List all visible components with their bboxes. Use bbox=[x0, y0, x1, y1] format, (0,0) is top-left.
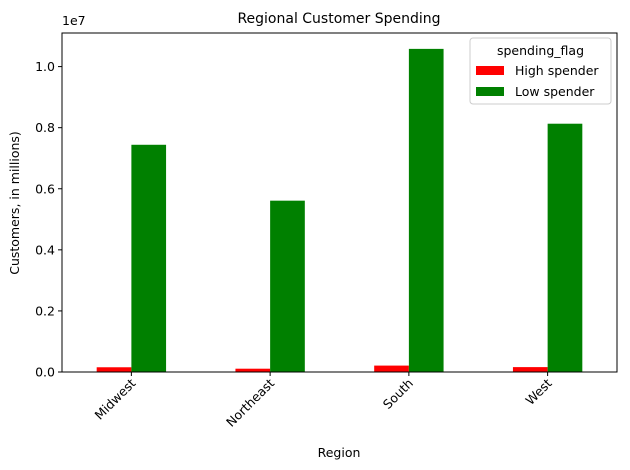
x-tick-label: West bbox=[522, 375, 554, 407]
bar-south-low-spender bbox=[408, 48, 444, 372]
legend-swatch bbox=[476, 87, 504, 96]
chart-title: Regional Customer Spending bbox=[237, 11, 440, 27]
x-tick-label: Midwest bbox=[91, 375, 138, 422]
plot-frame bbox=[61, 32, 618, 373]
legend-title: spending_flag bbox=[497, 43, 584, 58]
bar-west-high-spender bbox=[512, 367, 548, 372]
bar-northeast-high-spender bbox=[235, 368, 271, 372]
legend-label: High spender bbox=[515, 63, 599, 78]
y-tick-label: 0.6 bbox=[35, 181, 55, 196]
plot-area: 0.0 0.2 0.4 0.6 0.8 1.0 Midwest Northeast South W… bbox=[35, 32, 618, 430]
x-tick-label: South bbox=[380, 376, 416, 412]
legend-label: Low spender bbox=[515, 84, 595, 99]
y-tick-label: 0.8 bbox=[35, 120, 55, 135]
x-axis-label: Region bbox=[318, 445, 361, 460]
bar-south-high-spender bbox=[374, 365, 409, 372]
y-tick-label: 1.0 bbox=[35, 59, 55, 74]
legend-box bbox=[469, 37, 612, 105]
legend-swatch bbox=[476, 66, 504, 75]
y-offset-label: 1e7 bbox=[62, 13, 86, 28]
y-tick-label: 0.0 bbox=[35, 365, 55, 380]
bar-midwest-low-spender bbox=[131, 144, 167, 372]
bar-northeast-low-spender bbox=[270, 200, 305, 372]
bar-west-low-spender bbox=[547, 123, 583, 373]
legend: spending_flag High spender Low spender bbox=[469, 37, 612, 105]
x-tick-label: Northeast bbox=[223, 375, 277, 429]
bar-midwest-high-spender bbox=[96, 367, 132, 372]
y-tick-label: 0.2 bbox=[35, 303, 55, 318]
y-axis-label: Customers, in millions) bbox=[7, 131, 22, 275]
y-tick-label: 0.4 bbox=[35, 242, 55, 257]
